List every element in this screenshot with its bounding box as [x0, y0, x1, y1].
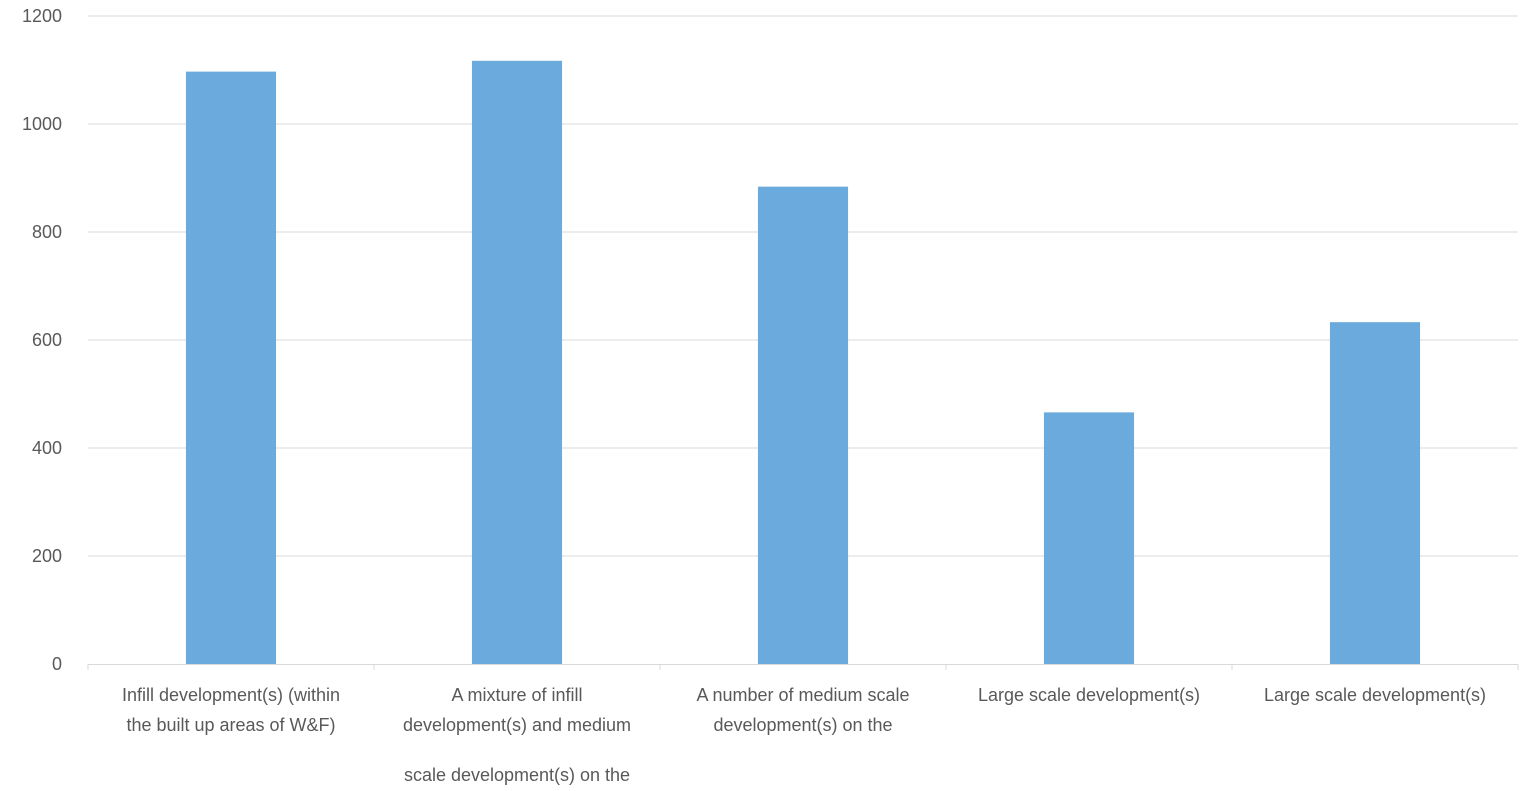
x-category-label: the built up areas of W&F) — [126, 715, 335, 735]
x-category-label: Large scale development(s) — [978, 685, 1200, 705]
x-category-label: scale development(s) on the — [404, 765, 630, 785]
y-tick-label: 600 — [32, 330, 62, 350]
bar — [757, 186, 849, 664]
bar — [185, 71, 277, 665]
bar — [1329, 322, 1421, 664]
y-tick-label: 1000 — [22, 114, 62, 134]
y-tick-label: 400 — [32, 438, 62, 458]
x-category-label: development(s) and medium — [403, 715, 631, 735]
x-category-label: A number of medium scale — [696, 685, 909, 705]
x-category-label: Large scale development(s) — [1264, 685, 1486, 705]
bar — [471, 60, 563, 664]
x-category-label: development(s) on the — [713, 715, 892, 735]
x-axis-category-labels: Infill development(s) (within the built u… — [122, 685, 1486, 785]
x-category-label: Infill development(s) (within — [122, 685, 340, 705]
y-tick-label: 200 — [32, 546, 62, 566]
bar — [1043, 412, 1135, 664]
bars — [185, 60, 1421, 665]
x-axis — [87, 664, 1519, 670]
y-tick-label: 0 — [52, 654, 62, 674]
x-category-label: A mixture of infill — [451, 685, 582, 705]
y-tick-label: 1200 — [22, 6, 62, 26]
y-axis-tick-labels: 0 200 400 600 800 1000 1200 — [22, 6, 62, 674]
y-tick-label: 800 — [32, 222, 62, 242]
